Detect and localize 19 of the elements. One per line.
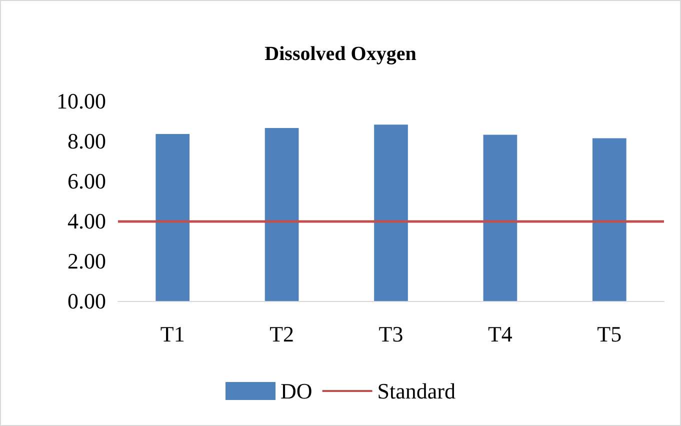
- legend-label: Standard: [377, 378, 456, 404]
- bar: [592, 138, 626, 301]
- y-tick-label: 6.00: [68, 168, 106, 194]
- y-tick-label: 2.00: [68, 248, 106, 274]
- x-tick-label: T2: [270, 322, 294, 346]
- y-tick-label: 8.00: [68, 128, 106, 154]
- x-tick-label: T4: [488, 322, 512, 346]
- bar: [264, 128, 299, 301]
- legend-label: DO: [280, 378, 312, 404]
- bar: [483, 134, 518, 301]
- y-tick-label: 0.00: [68, 288, 106, 314]
- chart-title: Dissolved Oxygen: [264, 43, 416, 65]
- x-tick-label: T5: [597, 322, 622, 346]
- bar: [156, 134, 190, 301]
- x-tick-label: T3: [378, 322, 404, 346]
- bar: [374, 124, 408, 301]
- x-tick-label: T1: [160, 322, 185, 346]
- y-tick-label: 10.00: [56, 88, 106, 114]
- y-tick-label: 4.00: [68, 208, 106, 234]
